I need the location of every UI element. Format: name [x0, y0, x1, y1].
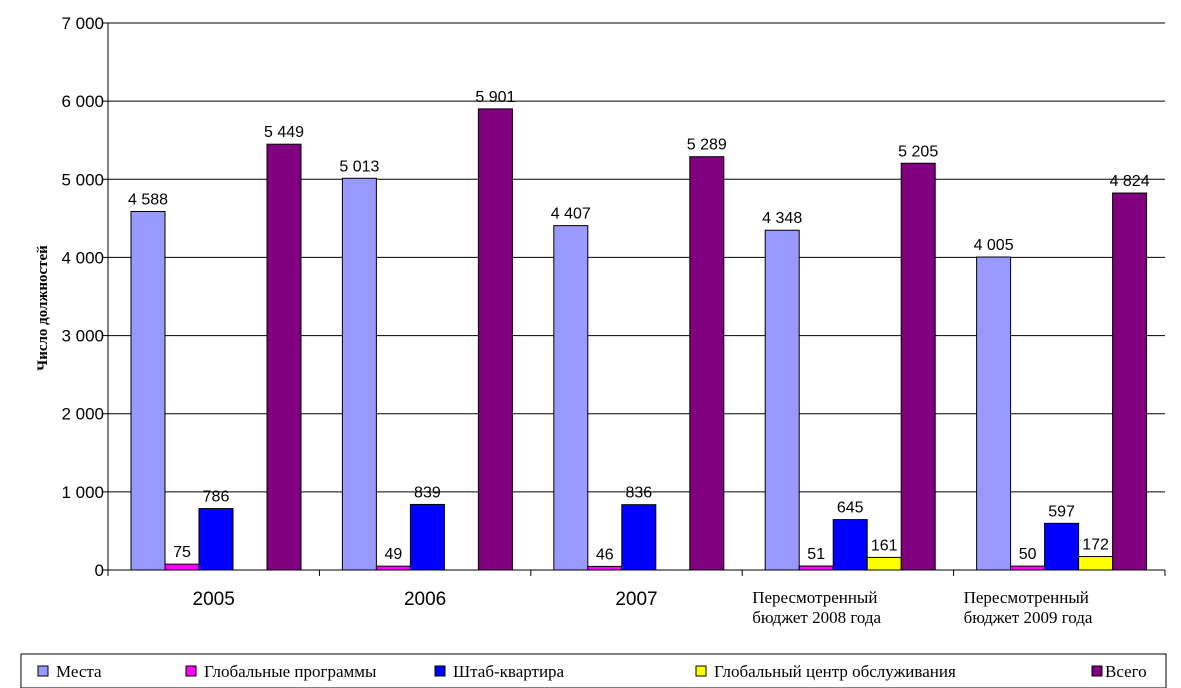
bar — [798, 565, 834, 571]
legend-label: Глобальные программы — [204, 662, 377, 681]
y-tick-label: 6 000 — [61, 92, 104, 111]
bar — [866, 556, 902, 571]
x-category-label: бюджет 2009 года — [964, 608, 1093, 627]
y-axis-label: Число должностей — [35, 245, 51, 371]
data-label: 5 205 — [898, 143, 938, 160]
bar — [341, 177, 377, 571]
data-label: 4 005 — [974, 237, 1014, 254]
data-label: 597 — [1048, 503, 1075, 520]
y-tick-label: 4 000 — [61, 248, 104, 267]
bar — [587, 565, 623, 571]
bar — [1010, 565, 1046, 571]
data-label: 46 — [596, 546, 614, 563]
bar — [764, 229, 800, 571]
data-label: 5 289 — [687, 137, 727, 154]
y-tick-label: 1 000 — [61, 483, 104, 502]
x-category-label: Пересмотренный — [752, 588, 877, 607]
x-category-label: 2006 — [404, 589, 446, 610]
data-label: 161 — [871, 537, 898, 554]
bar — [130, 210, 166, 571]
bar — [1112, 192, 1148, 571]
data-label: 75 — [173, 544, 191, 561]
bar — [1044, 522, 1080, 571]
legend-label: Штаб-квартира — [453, 662, 565, 681]
data-label: 645 — [837, 500, 864, 517]
data-label: 50 — [1019, 546, 1037, 563]
y-tick-label: 3 000 — [61, 327, 104, 346]
x-category-label: 2007 — [615, 589, 657, 610]
bar — [689, 156, 725, 571]
y-tick-label: 5 000 — [61, 170, 104, 189]
legend-swatch — [37, 665, 49, 677]
data-label: 4 407 — [551, 206, 591, 223]
data-labels: 4 588 75 786 5 449 5 013 49 839 5 901 4 407 46 836… — [128, 89, 1150, 564]
legend-label: Всего — [1105, 662, 1147, 681]
legend-box — [20, 653, 1167, 688]
bar — [477, 108, 513, 571]
bar — [900, 162, 936, 571]
bar — [409, 503, 445, 571]
legend-label: Глобальный центр обслуживания — [714, 662, 956, 681]
bar — [976, 256, 1012, 571]
y-tick-label: 7 000 — [61, 14, 104, 33]
data-label: 4 588 — [128, 191, 168, 208]
data-label: 5 013 — [339, 158, 379, 175]
x-category-label: бюджет 2008 года — [752, 608, 881, 627]
bar — [621, 504, 657, 571]
legend-swatch — [434, 665, 446, 677]
y-tick-label: 2 000 — [61, 405, 104, 424]
bar — [266, 143, 302, 571]
legend-swatch — [695, 665, 707, 677]
legend-swatch — [1091, 665, 1103, 677]
legend-swatch — [185, 665, 197, 677]
x-category-label: 2005 — [193, 589, 235, 610]
bar — [1078, 556, 1114, 571]
data-label: 5 901 — [475, 89, 515, 106]
data-label: 4 348 — [762, 210, 802, 227]
bar — [375, 565, 411, 571]
data-label: 51 — [807, 546, 825, 563]
bar — [553, 225, 589, 571]
bar — [198, 508, 234, 571]
data-label: 172 — [1082, 537, 1109, 554]
bar — [164, 563, 200, 571]
legend: Места Глобальные программы Штаб-квартира Гл… — [20, 653, 1167, 688]
data-label: 836 — [625, 485, 652, 502]
legend-label: Места — [56, 662, 102, 681]
bar — [832, 519, 868, 571]
data-label: 49 — [385, 546, 403, 563]
data-label: 5 449 — [264, 124, 304, 141]
data-label: 4 824 — [1110, 173, 1150, 190]
data-label: 839 — [414, 484, 441, 501]
bars — [130, 108, 1148, 571]
data-label: 786 — [203, 489, 230, 506]
y-tick-label: 0 — [95, 561, 104, 580]
x-category-label: Пересмотренный — [964, 588, 1089, 607]
